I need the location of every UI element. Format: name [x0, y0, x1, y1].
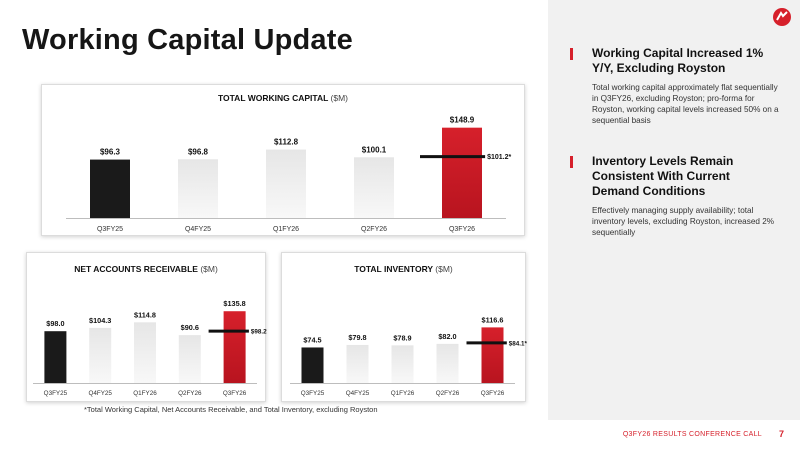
highlight-body: Effectively managing supply availability… [592, 206, 775, 237]
bar-value-label: $79.8 [348, 333, 366, 342]
bar-value-label: $100.1 [362, 145, 387, 154]
bar-q1fy26 [391, 345, 414, 383]
bar-q1fy26 [134, 322, 156, 383]
total-inventory-chart: $74.5 Q3FY25 $79.8 Q4FY25 $78.9 Q1FY26 $82.0 Q2… [290, 315, 527, 397]
x-tick-label: Q3FY25 [301, 390, 325, 397]
chart-title: NET ACCOUNTS RECEIVABLE ($M) [74, 264, 218, 274]
total-working-capital-chart: $96.3 Q3FY25 $96.8 Q4FY25 $112.8 Q1FY26 $100.1… [66, 116, 512, 233]
bar-q3fy26 [223, 311, 246, 383]
x-tick-label: Q2FY26 [178, 390, 202, 397]
bar-q2fy26 [178, 335, 201, 383]
x-tick-label: Q3FY26 [223, 390, 247, 397]
right-panel [548, 0, 800, 420]
x-tick-label: Q3FY26 [481, 390, 505, 397]
chart-title: TOTAL WORKING CAPITAL ($M) [217, 93, 349, 103]
bar-q3fy26 [481, 327, 504, 383]
x-tick-label: Q4FY25 [185, 226, 211, 233]
bar-value-label: $116.6 [482, 315, 504, 324]
total-inventory-card: TOTAL INVENTORY ($M) $74.5 Q3FY25 $79.8 Q4F… [281, 252, 527, 402]
bar-value-label: $96.8 [188, 147, 209, 156]
bar-value-label: $98.0 [46, 319, 64, 328]
bar-value-label: $135.8 [223, 299, 245, 308]
marker-label: $84.1* [509, 340, 527, 347]
bar-value-label: $78.9 [393, 333, 411, 342]
bar-value-label: $74.5 [303, 335, 321, 344]
bar-q3fy25 [44, 331, 67, 383]
bar-q4fy25 [346, 344, 369, 383]
highlight-block-1: Working Capital Increased 1% Y/Y, Exclud… [570, 46, 780, 126]
x-tick-label: Q2FY26 [361, 226, 387, 233]
highlight-heading: Inventory Levels Remain Consistent With … [592, 154, 734, 198]
bar-q3fy26 [442, 127, 482, 218]
bar-value-label: $114.8 [134, 310, 156, 319]
highlight-block-2: Inventory Levels Remain Consistent With … [570, 154, 780, 238]
marker-label: $98.2* [251, 329, 267, 336]
x-tick-label: Q4FY25 [88, 390, 112, 397]
x-tick-label: Q1FY26 [133, 390, 157, 397]
bar-q3fy25 [90, 159, 130, 218]
x-tick-label: Q3FY26 [449, 226, 475, 233]
bar-value-label: $112.8 [274, 138, 299, 147]
slide-title: Working Capital Update [22, 24, 353, 56]
x-tick-label: Q3FY25 [97, 226, 123, 233]
total-working-capital-card: TOTAL WORKING CAPITAL ($M) $96.3 Q3FY25 $9… [41, 84, 525, 236]
footnote: *Total Working Capital, Net Accounts Rec… [84, 405, 378, 414]
bar-value-label: $90.6 [181, 323, 199, 332]
marker-label: $101.2* [487, 154, 511, 161]
bar-q4fy25 [89, 327, 112, 383]
bar-value-label: $104.3 [89, 316, 111, 325]
bar-value-label: $148.9 [450, 116, 475, 125]
footer-label: Q3FY26 RESULTS CONFERENCE CALL [622, 431, 762, 438]
bar-q3fy25 [301, 347, 324, 383]
x-tick-label: Q2FY26 [436, 390, 460, 397]
highlight-heading: Working Capital Increased 1% Y/Y, Exclud… [592, 46, 764, 75]
net-accounts-receivable-card: NET ACCOUNTS RECEIVABLE ($M) $98.0 Q3FY25… [26, 252, 267, 402]
x-tick-label: Q1FY26 [391, 390, 415, 397]
x-tick-label: Q4FY25 [346, 390, 370, 397]
company-logo-icon [773, 8, 791, 26]
bar-q2fy26 [354, 157, 394, 218]
chart-title: TOTAL INVENTORY ($M) [354, 264, 453, 274]
bar-q2fy26 [436, 343, 459, 383]
accent-bar [570, 48, 573, 60]
bar-q1fy26 [266, 149, 306, 218]
accent-bar [570, 156, 573, 168]
x-tick-label: Q3FY25 [44, 390, 68, 397]
net-accounts-receivable-chart: $98.0 Q3FY25 $104.3 Q4FY25 $114.8 Q1FY26 $90.6… [33, 299, 267, 397]
page-number: 7 [778, 429, 784, 439]
bottom-band [0, 420, 800, 450]
bar-value-label: $96.3 [100, 148, 121, 157]
highlight-body: Total working capital approximately flat… [592, 83, 779, 125]
x-tick-label: Q1FY26 [273, 226, 299, 233]
bar-value-label: $82.0 [438, 332, 456, 341]
bar-q4fy25 [178, 159, 218, 218]
